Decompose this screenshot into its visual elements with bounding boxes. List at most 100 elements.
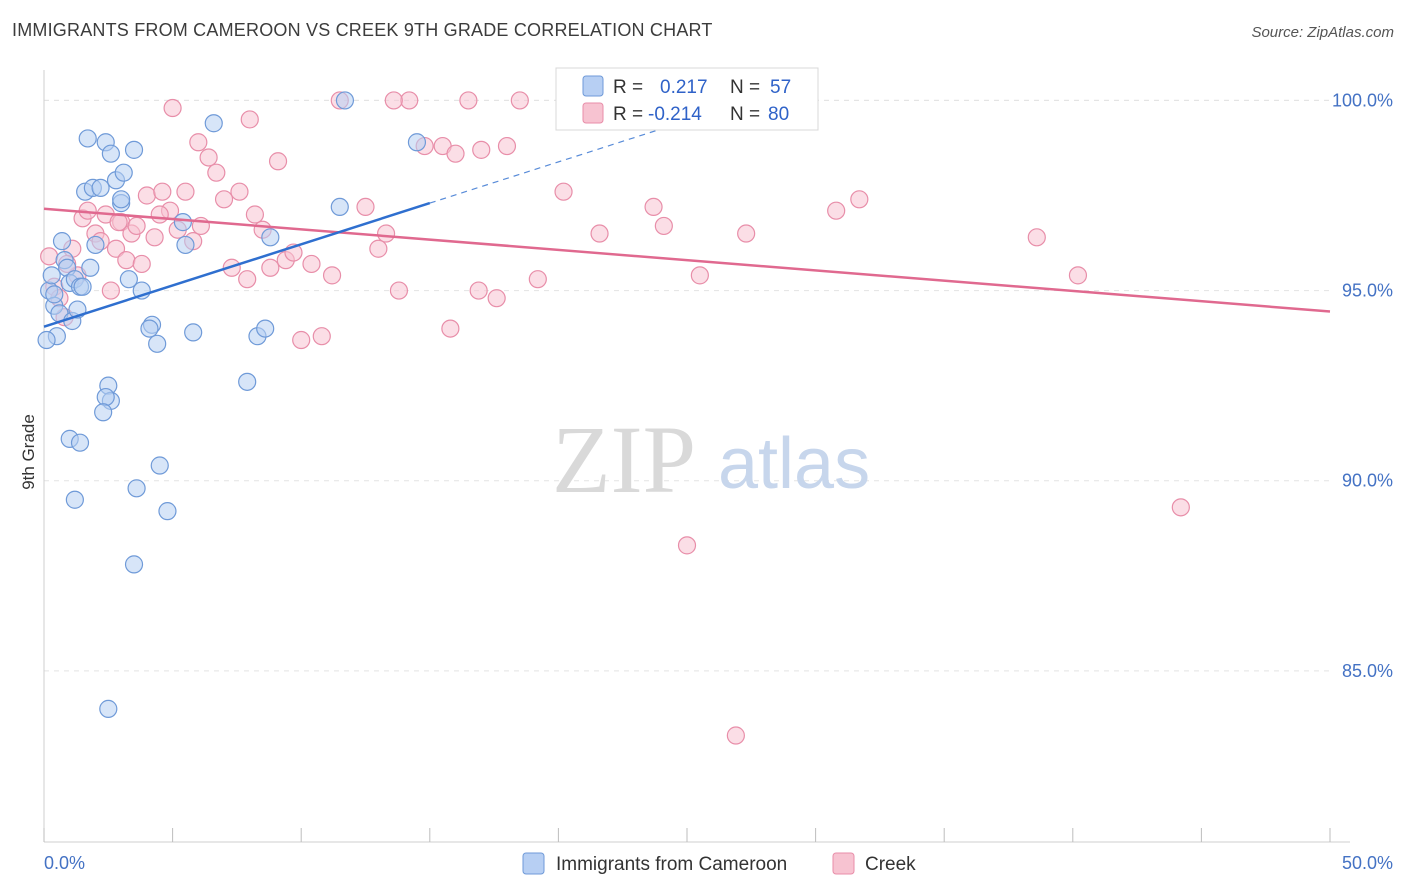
cameroon-point-49 — [261, 228, 280, 247]
creek-point-68 — [1068, 266, 1088, 285]
creek-point-30 — [230, 182, 249, 201]
cameroon-point-45 — [99, 699, 118, 718]
watermark-atlas: atlas — [718, 424, 870, 504]
legend-n-label-cameroon: N = — [730, 77, 760, 98]
x-tick-label-max: 50.0% — [1342, 853, 1393, 873]
cameroon-point-18 — [91, 178, 110, 197]
cameroon-point-33 — [176, 235, 195, 255]
cameroon-point-32 — [173, 213, 192, 232]
creek-point-50 — [446, 144, 465, 163]
cameroon-point-28 — [148, 334, 167, 353]
creek-point-62 — [690, 266, 709, 285]
cameroon-point-55 — [73, 277, 92, 296]
creek-point-0 — [40, 247, 59, 266]
legend-r-label-creek: R = — [613, 104, 643, 125]
bottom-legend-swatch-cameroon — [522, 852, 545, 875]
cameroon-point-14 — [78, 129, 97, 148]
cameroon-point-51 — [335, 91, 355, 110]
creek-point-34 — [261, 258, 280, 277]
cameroon-points — [37, 91, 427, 718]
creek-points — [40, 91, 1190, 745]
cameroon-point-1 — [42, 266, 61, 285]
creek-point-19 — [145, 228, 164, 247]
axes — [43, 70, 1350, 843]
creek-point-71 — [189, 133, 208, 152]
cameroon-point-25 — [124, 140, 144, 159]
x-tick-label-min: 0.0% — [44, 853, 85, 873]
legend-n-value-creek: 80 — [768, 104, 789, 125]
cameroon-point-42 — [65, 490, 84, 509]
y-tick-label-95: 95.0% — [1342, 281, 1393, 301]
cameroon-point-38 — [96, 387, 115, 407]
creek-point-73 — [150, 205, 169, 224]
cameroon-point-46 — [238, 372, 257, 391]
cameroon-point-54 — [45, 285, 64, 304]
legend-n-value-cameroon: 57 — [770, 77, 791, 98]
creek-point-60 — [654, 216, 673, 236]
creek-point-66 — [850, 190, 869, 209]
bottom-legend-label-cameroon: Immigrants from Cameroon — [556, 854, 787, 875]
creek-point-64 — [737, 224, 756, 243]
creek-point-32 — [245, 205, 265, 224]
legend-swatch-creek — [582, 102, 604, 124]
creek-point-52 — [487, 289, 506, 308]
cameroon-point-52 — [407, 133, 427, 152]
creek-point-46 — [389, 281, 409, 300]
creek-point-12 — [106, 239, 126, 258]
cameroon-point-17 — [86, 235, 105, 255]
cameroon-point-53 — [37, 330, 56, 350]
cameroon-point-39 — [94, 403, 113, 422]
legend-r-value-cameroon: 0.217 — [660, 77, 708, 98]
creek-point-63 — [726, 726, 745, 745]
chart-title: IMMIGRANTS FROM CAMEROON VS CREEK 9TH GR… — [12, 20, 713, 40]
stats-legend: R = 0.217 N = 57 R = -0.214 N = 80 — [555, 67, 819, 131]
cameroon-point-41 — [70, 433, 90, 452]
creek-point-61 — [677, 536, 697, 555]
creek-point-45 — [376, 224, 396, 243]
creek-point-72 — [240, 110, 259, 129]
creek-point-70 — [163, 98, 182, 118]
creek-point-14 — [117, 251, 136, 270]
cameroon-point-30 — [150, 456, 169, 475]
y-tick-label-85: 85.0% — [1342, 661, 1393, 681]
creek-point-38 — [292, 330, 311, 350]
cameroon-point-43 — [127, 479, 146, 498]
creek-point-47 — [400, 91, 419, 110]
creek-point-53 — [497, 136, 517, 156]
cameroon-point-34 — [184, 323, 203, 342]
cameroon-point-5 — [52, 232, 72, 251]
creek-point-78 — [472, 140, 491, 159]
bottom-legend-swatch-creek — [832, 852, 855, 875]
cameroon-point-29 — [140, 319, 159, 338]
creek-point-27 — [207, 163, 226, 182]
creek-point-77 — [441, 319, 460, 338]
cameroon-point-31 — [158, 502, 177, 521]
creek-point-65 — [827, 201, 846, 220]
cameroon-point-48 — [256, 319, 275, 338]
legend-r-label-cameroon: R = — [613, 77, 643, 98]
creek-point-55 — [528, 270, 547, 289]
cameroon-trend-line — [43, 201, 431, 328]
legend-r-value-creek: -0.214 — [648, 104, 702, 125]
cameroon-point-56 — [112, 190, 131, 209]
creek-point-75 — [384, 91, 403, 110]
creek-point-39 — [302, 254, 321, 274]
watermark: ZIP atlas — [552, 406, 870, 513]
creek-point-17 — [132, 254, 151, 274]
creek-point-54 — [510, 91, 529, 110]
cameroon-point-44 — [124, 555, 144, 574]
creek-point-59 — [644, 197, 663, 217]
creek-trend-line — [43, 207, 1331, 313]
bottom-legend-label-creek: Creek — [865, 854, 916, 875]
creek-point-20 — [153, 182, 172, 201]
creek-point-43 — [356, 197, 375, 217]
cameroon-point-35 — [204, 114, 223, 133]
creek-point-76 — [469, 281, 488, 300]
cameroon-point-15 — [81, 258, 100, 277]
cameroon-point-20 — [101, 144, 120, 163]
creek-point-35 — [268, 152, 288, 171]
legend-n-label-creek: N = — [730, 104, 760, 125]
creek-point-23 — [176, 182, 195, 201]
creek-point-56 — [554, 182, 573, 201]
